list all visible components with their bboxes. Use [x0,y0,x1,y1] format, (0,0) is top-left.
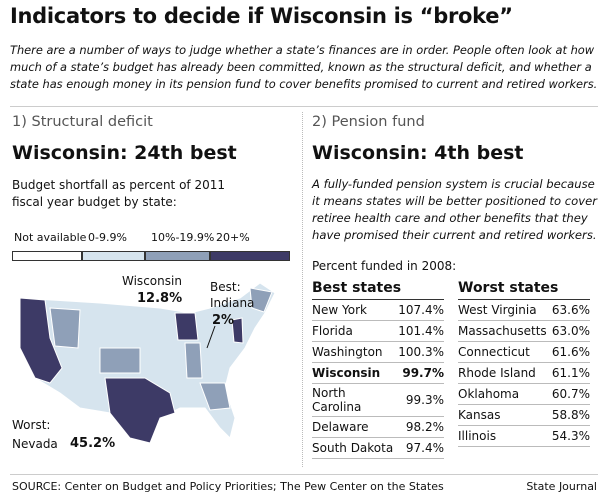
legend-label: 20+% [216,231,250,244]
table-row: Kansas 58.8% [458,404,590,426]
map-label: Wisconsin [122,274,182,288]
percent: 107.4% [398,299,444,321]
divider [10,474,598,475]
table-row: South Dakota 97.4% [312,437,444,459]
map-label: Nevada [12,437,58,451]
state-name: New York [312,299,399,321]
state-mid [249,287,273,313]
map [19,282,276,444]
table-row: Delaware 98.2% [312,416,444,438]
table-row: Connecticut 61.6% [458,341,590,363]
percent: 63.6% [550,299,590,321]
table-row: Florida 101.4% [312,320,444,342]
table-row: Massachusetts 63.0% [458,320,590,342]
state-name: South Dakota [312,437,399,459]
worst-table: Worst states West Virginia 63.6% Massachuse… [458,280,590,447]
credit: State Journal [526,480,597,493]
state-mid [99,347,141,374]
best-table: Best states New York 107.4% Florida 101.4% Wa… [312,280,444,459]
percent: 100.3% [398,341,444,363]
table-title: Best states [312,280,444,300]
table-row: Illinois 54.3% [458,425,590,447]
state-name: Rhode Island [458,362,551,384]
state-name: Illinois [458,425,551,447]
caption: Percent funded in 2008: [312,259,457,273]
percent: 63.0% [550,320,590,342]
state-mid [199,382,231,411]
legend-swatch [12,251,82,261]
pointer [206,325,216,349]
table-row: Washington 100.3% [312,341,444,363]
table-row: North Carolina 99.3% [312,383,444,417]
legend-swatch [82,251,145,261]
percent: 99.7% [398,362,444,384]
legend-swatch [210,251,290,261]
state-dark [19,297,63,384]
table-row: Wisconsin 99.7% [312,362,444,384]
table-row: Rhode Island 61.1% [458,362,590,384]
table-row: Oklahoma 60.7% [458,383,590,405]
source: SOURCE: Center on Budget and Policy Prio… [12,480,444,493]
percent: 97.4% [398,437,444,459]
headline: Wisconsin: 24th best [12,142,237,164]
state-name: Delaware [312,416,399,438]
state-mid [184,342,203,379]
percent: 60.7% [550,383,590,405]
percent: 99.3% [398,383,444,417]
state-name: Wisconsin [312,362,399,384]
table-row: New York 107.4% [312,299,444,321]
state-name: North Carolina [312,383,399,417]
percent: 61.1% [550,362,590,384]
map-label: Indiana [210,296,255,310]
legend: Not available 0-9.9% 10%-19.9% 20+% [12,231,292,263]
table-title: Worst states [458,280,590,300]
title: Indicators to decide if Wisconsin is “br… [10,4,513,28]
header-row: Worst states [458,280,590,300]
state-name: Oklahoma [458,383,551,405]
caption: Budget shortfall as percent of 2011 fisc… [12,178,225,209]
state-name: West Virginia [458,299,551,321]
percent: 54.3% [550,425,590,447]
map-value: 2% [212,313,235,328]
legend-label: 10%-19.9% [151,231,215,244]
divider [10,106,598,107]
legend-label: Not available [14,231,87,244]
state-dark [231,317,244,344]
legend-label: 0-9.9% [88,231,127,244]
headline: Wisconsin: 4th best [312,142,524,164]
column-divider [302,112,303,467]
state-name: Connecticut [458,341,551,363]
state-mid [49,307,81,349]
section-heading: 2) Pension fund [312,114,425,130]
map-value: 45.2% [70,436,116,451]
state-dark [174,312,199,341]
percent: 98.2% [398,416,444,438]
state-name: Massachusetts [458,320,551,342]
state-name: Kansas [458,404,551,426]
legend-swatch [145,251,210,261]
percent: 101.4% [398,320,444,342]
header-row: Best states [312,280,444,300]
intro: There are a number of ways to judge whet… [10,43,598,91]
percent: 61.6% [550,341,590,363]
state-name: Washington [312,341,399,363]
state-name: Florida [312,320,399,342]
table-row: West Virginia 63.6% [458,299,590,321]
state-dark [104,377,176,444]
percent: 58.8% [550,404,590,426]
map-label: Best: [210,280,241,294]
map-label: Worst: [12,418,51,432]
paragraph: A fully-funded pension system is crucial… [312,177,597,242]
section-heading: 1) Structural deficit [12,114,153,130]
map-value: 12.8% [137,291,183,306]
